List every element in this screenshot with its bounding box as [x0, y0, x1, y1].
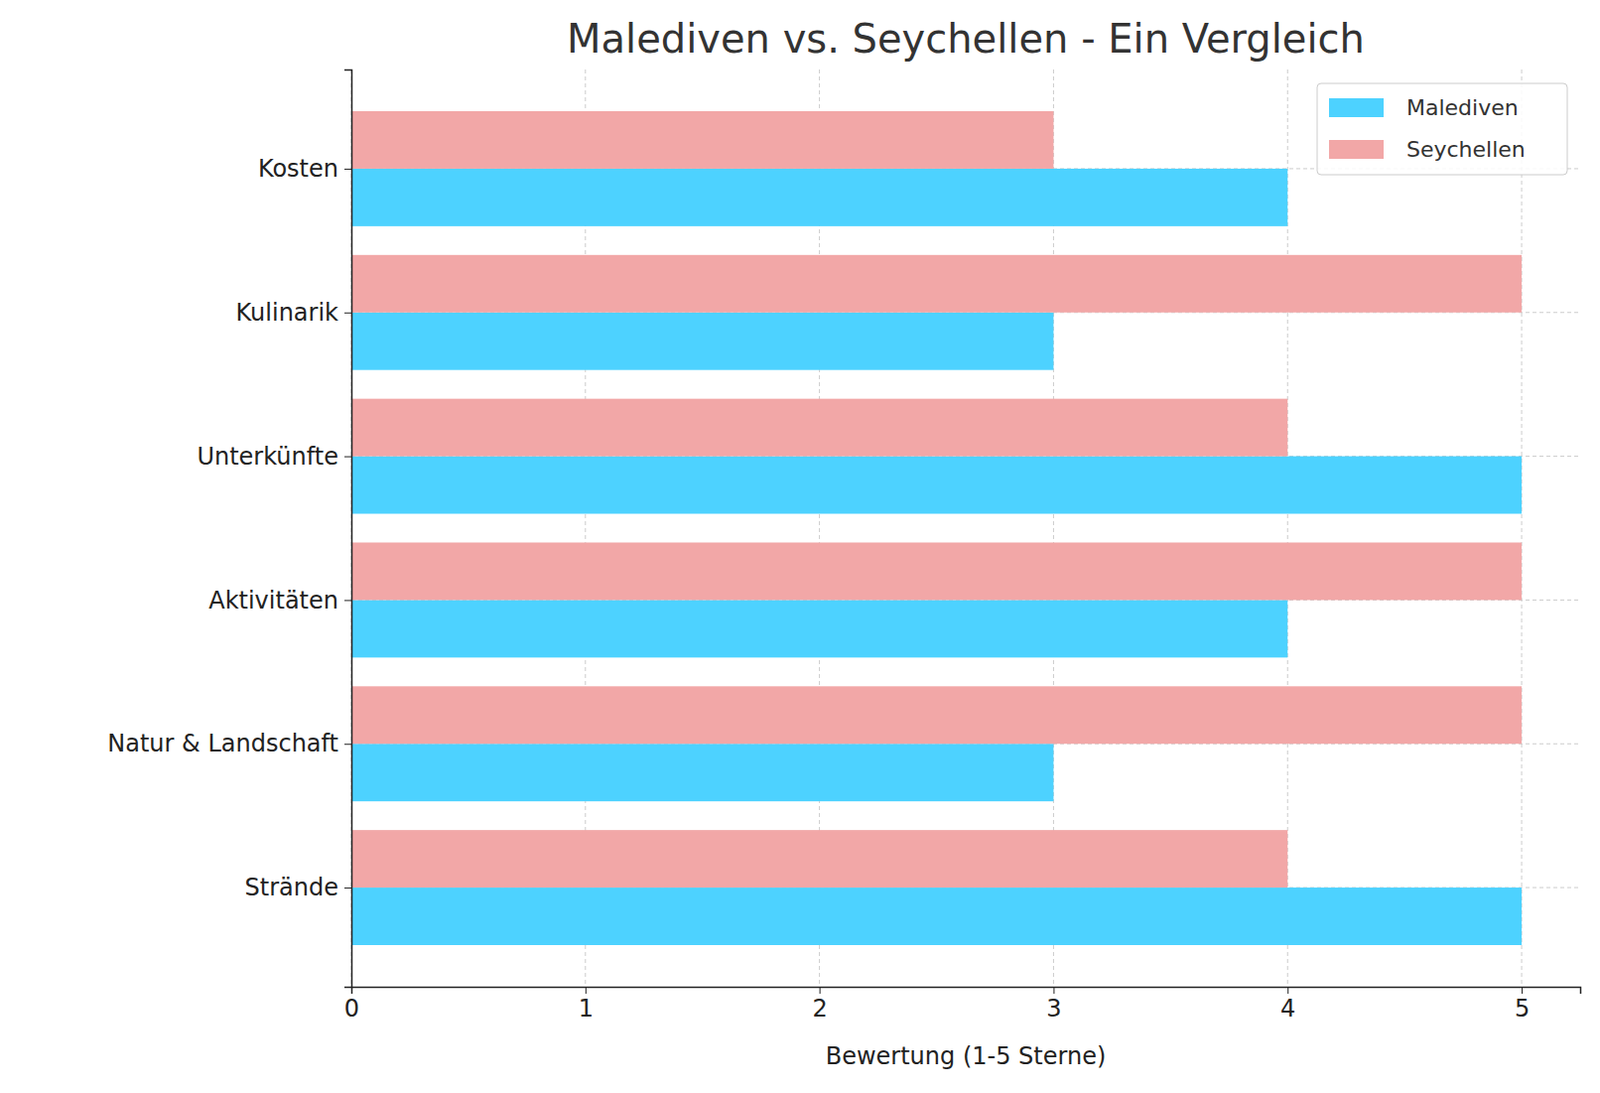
x-tick-mark	[1521, 986, 1523, 994]
bar	[351, 399, 1288, 457]
bar	[351, 887, 1522, 945]
y-tick-mark	[344, 599, 352, 601]
y-axis-line	[344, 70, 353, 988]
x-tick-label: 1	[578, 994, 594, 1023]
x-tick: 2	[811, 986, 827, 1023]
y-tick-label: Unterkünfte	[196, 442, 339, 471]
legend: Malediven Seychellen	[1317, 83, 1568, 175]
bar	[351, 541, 1522, 600]
y-tick: Unterkünfte	[196, 442, 352, 471]
y-tick-mark	[344, 456, 352, 458]
y-tick-mark	[344, 168, 352, 170]
y-tick: Kulinarik	[236, 298, 352, 327]
legend-label: Seychellen	[1406, 136, 1526, 162]
x-tick-mark	[1287, 986, 1289, 994]
chart-container: 0 1 2 3 4 5 Strände Natur & Landschaft Aktivität…	[0, 0, 1600, 1093]
bar	[351, 456, 1522, 515]
x-tick: 1	[578, 986, 594, 1023]
grid-line-x	[1521, 69, 1523, 987]
x-tick: 5	[1514, 986, 1530, 1023]
legend-swatch	[1329, 139, 1384, 159]
bar	[351, 599, 1288, 658]
y-tick-mark	[344, 743, 352, 745]
x-tick: 3	[1046, 986, 1062, 1023]
x-tick: 0	[344, 986, 360, 1023]
y-tick: Strände	[245, 873, 352, 902]
x-tick-label: 0	[344, 994, 360, 1023]
y-tick-mark	[344, 312, 352, 314]
legend-box	[1317, 83, 1568, 175]
x-axis-title: Bewertung (1-5 Sterne)	[825, 1042, 1107, 1070]
bar	[351, 685, 1522, 744]
x-tick-label: 5	[1514, 994, 1530, 1023]
legend-swatch	[1329, 98, 1384, 118]
y-tick: Aktivitäten	[208, 586, 352, 615]
y-tick-label: Natur & Landschaft	[107, 729, 339, 758]
bar	[351, 111, 1054, 169]
bars	[351, 111, 1522, 945]
y-tick-label: Kulinarik	[236, 298, 340, 327]
x-axis: 0 1 2 3 4 5	[344, 986, 1582, 1023]
title: Malediven vs. Seychellen - Ein Vergleich	[566, 15, 1365, 62]
y-axis: Strände Natur & Landschaft Aktivitäten Unte…	[107, 70, 352, 988]
chart-svg: 0 1 2 3 4 5 Strände Natur & Landschaft Aktivität…	[0, 0, 1600, 1093]
x-tick-mark	[585, 986, 587, 994]
y-tick-label: Aktivitäten	[208, 586, 339, 615]
bar	[351, 829, 1288, 888]
y-tick: Kosten	[258, 154, 352, 183]
y-tick-label: Strände	[245, 873, 339, 902]
x-axis-line	[352, 987, 1582, 995]
legend-label: Malediven	[1406, 95, 1519, 121]
y-tick: Natur & Landschaft	[107, 729, 352, 758]
bar	[351, 743, 1054, 801]
x-tick-mark	[1053, 986, 1055, 994]
bar	[351, 168, 1288, 227]
x-tick-label: 2	[811, 994, 827, 1023]
bar	[351, 255, 1522, 313]
x-tick-label: 3	[1046, 994, 1062, 1023]
bar	[351, 312, 1054, 371]
y-tick-label: Kosten	[258, 154, 339, 183]
x-tick: 4	[1280, 986, 1296, 1023]
x-tick-mark	[819, 986, 821, 994]
y-tick-mark	[344, 887, 352, 889]
x-tick-label: 4	[1280, 994, 1296, 1023]
grid	[351, 69, 1581, 987]
